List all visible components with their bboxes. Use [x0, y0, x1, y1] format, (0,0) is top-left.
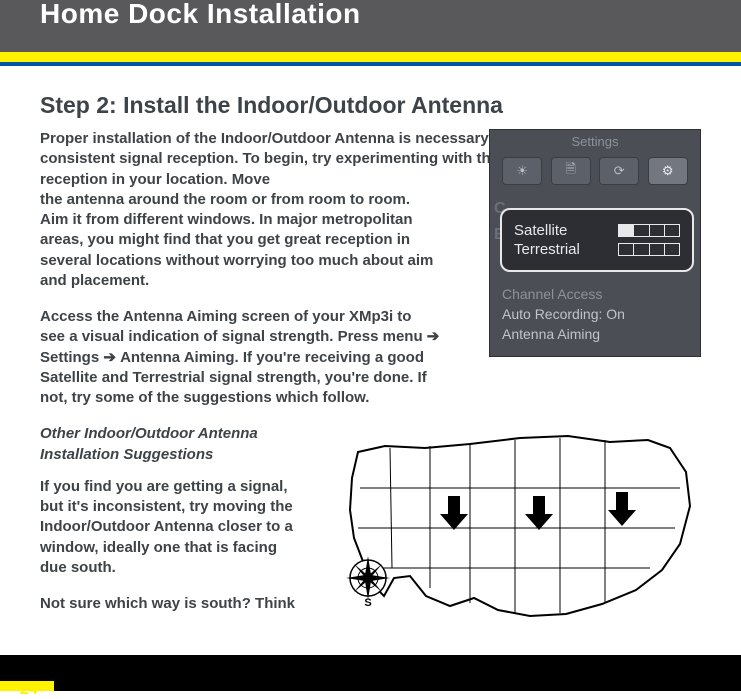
yellow-divider — [0, 52, 741, 62]
page-header: Home Dock Installation — [0, 0, 741, 52]
step-title: Step 2: Install the Indoor/Outdoor Anten… — [40, 92, 701, 119]
page-number: 24 — [20, 681, 38, 699]
aiming-word: Antenna Aiming — [120, 349, 234, 366]
access-paragraph: Access the Antenna Aiming screen of your… — [40, 307, 440, 408]
intro-cont: the antenna around the room or from room… — [40, 190, 440, 291]
compass-svg: S — [340, 550, 396, 606]
suggestions-subhead: Other Indoor/Outdoor Antenna Installatio… — [40, 424, 300, 465]
compass-south-label: S — [364, 597, 371, 606]
ter-seg-2 — [634, 244, 649, 255]
upper-columns: Proper installation of the Indoor/Outdoo… — [40, 129, 701, 408]
device-icon-row: ☀ 🗎 ⟳ ⚙ — [490, 153, 700, 191]
ter-seg-1 — [619, 244, 634, 255]
device-settings-header: Settings — [490, 130, 700, 153]
sat-seg-1 — [619, 225, 634, 236]
brightness-icon: ☀ — [502, 157, 542, 185]
lower-columns: Other Indoor/Outdoor Antenna Installatio… — [40, 424, 701, 634]
compass-rose: S — [340, 550, 396, 606]
refresh-icon: ⟳ — [599, 157, 639, 185]
terrestrial-row: Terrestrial — [514, 241, 680, 258]
ter-seg-4 — [665, 244, 679, 255]
us-outline — [350, 436, 690, 616]
settings-word: Settings — [40, 349, 99, 366]
ter-seg-3 — [650, 244, 665, 255]
lower-text-column: Other Indoor/Outdoor Antenna Installatio… — [40, 424, 300, 614]
device-screenshot: Settings ☀ 🗎 ⟳ ⚙ C E Satellite — [489, 129, 701, 357]
arrow1: ➔ — [423, 328, 440, 345]
header-title: Home Dock Installation — [40, 0, 361, 30]
terrestrial-label: Terrestrial — [514, 241, 580, 258]
document-icon: 🗎 — [551, 157, 591, 185]
sat-seg-2 — [634, 225, 649, 236]
satellite-row: Satellite — [514, 222, 680, 239]
content-area: Step 2: Install the Indoor/Outdoor Anten… — [0, 66, 741, 634]
suggestion-1: If you find you are getting a signal, bu… — [40, 477, 300, 578]
suggestion-2: Not sure which way is south? Think — [40, 594, 300, 614]
sat-seg-3 — [650, 225, 665, 236]
device-menu-lines: Channel Access Auto Recording: On Antenn… — [490, 284, 700, 344]
terrestrial-bars — [618, 243, 680, 256]
menu-antenna-aiming: Antenna Aiming — [490, 324, 700, 344]
satellite-label: Satellite — [514, 222, 567, 239]
satellite-bars — [618, 224, 680, 237]
arrow2: ➔ — [99, 349, 120, 366]
menu-word: menu — [383, 328, 423, 345]
menu-auto-recording: Auto Recording: On — [490, 304, 700, 324]
menu-channel-access: Channel Access — [490, 284, 700, 304]
page-footer: 24 — [0, 655, 741, 691]
sat-seg-4 — [665, 225, 679, 236]
access-pre: Access the Antenna Aiming screen of your… — [40, 308, 411, 345]
gear-icon: ⚙ — [648, 157, 688, 185]
signal-popup: Satellite Terrestrial — [500, 208, 694, 272]
